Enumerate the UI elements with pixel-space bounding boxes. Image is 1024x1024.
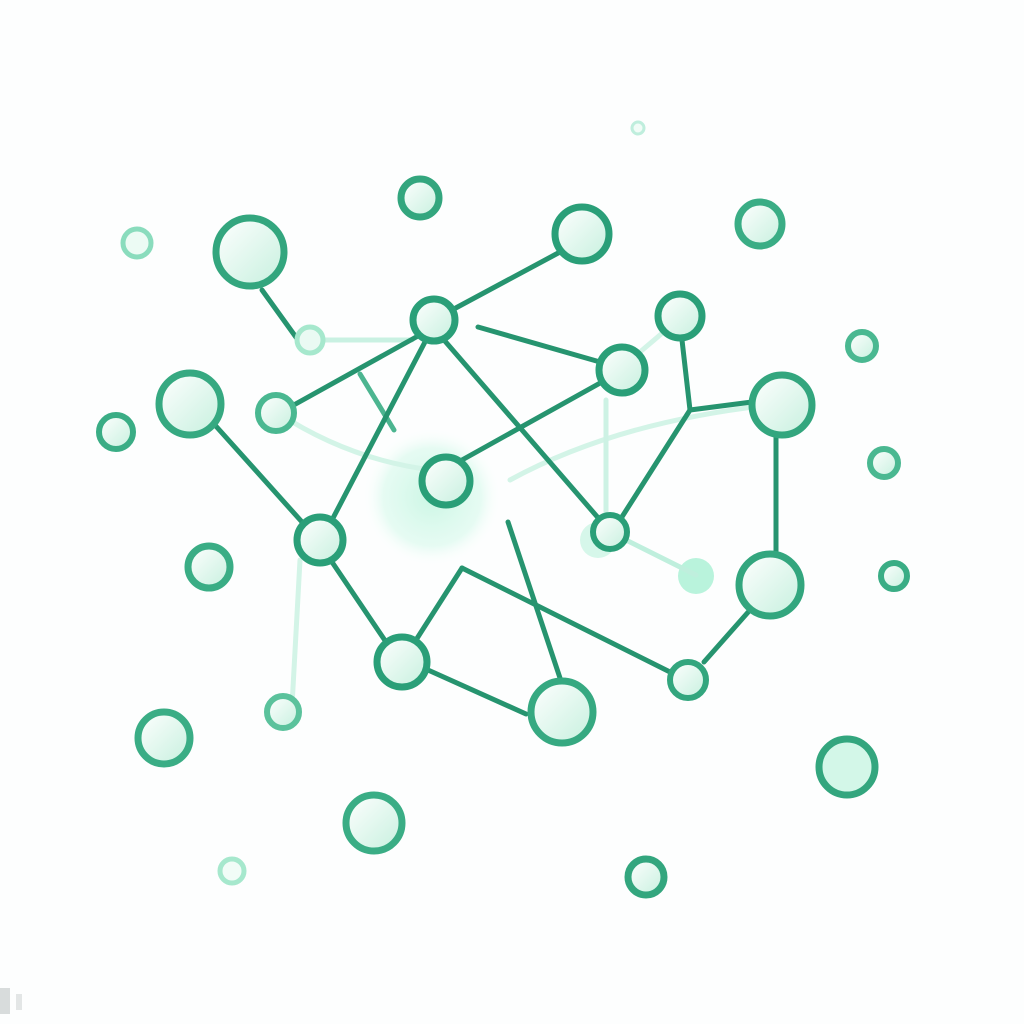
network-node	[294, 324, 326, 356]
edge	[357, 371, 397, 433]
isolated-node	[120, 226, 154, 260]
network-node	[293, 513, 347, 567]
corner-block	[16, 994, 22, 1010]
edge	[679, 337, 693, 413]
network-node	[667, 659, 709, 701]
faint-edges	[275, 315, 783, 709]
isolated-node	[734, 198, 786, 250]
nodes	[96, 120, 910, 899]
isolated-node	[867, 446, 901, 480]
edge	[289, 333, 421, 409]
edge	[617, 407, 693, 523]
isolated-node	[397, 175, 443, 221]
isolated-node	[845, 329, 879, 363]
edge	[425, 667, 529, 717]
isolated-node	[630, 120, 646, 136]
main-edges	[211, 249, 779, 717]
network-node	[527, 677, 597, 747]
edge	[701, 607, 753, 665]
faint-edge	[275, 410, 435, 473]
network-node	[551, 203, 613, 265]
isolated-node	[134, 708, 194, 768]
network-node	[748, 371, 816, 439]
network-node	[373, 633, 431, 691]
isolated-node	[878, 560, 910, 592]
faint-edge	[507, 401, 783, 483]
network-node	[735, 550, 805, 620]
edge	[505, 519, 565, 687]
isolated-node	[624, 855, 668, 899]
network-node	[409, 295, 459, 345]
edge	[687, 399, 755, 413]
isolated-node	[184, 542, 234, 592]
edge	[459, 565, 673, 675]
faint-edge	[289, 557, 303, 709]
network-node	[590, 512, 630, 552]
corner-mark	[0, 988, 22, 1014]
edge	[259, 287, 301, 343]
edge	[329, 337, 429, 523]
network-node	[155, 369, 225, 439]
isolated-node	[96, 412, 136, 452]
network-node	[595, 343, 649, 397]
isolated-node	[342, 791, 406, 855]
edge	[329, 559, 389, 645]
edge	[413, 565, 465, 643]
isolated-node	[217, 856, 247, 886]
network-node	[654, 290, 706, 342]
edge	[459, 379, 605, 463]
network-node	[212, 214, 288, 290]
corner-block	[0, 988, 10, 1014]
network-node	[255, 392, 297, 434]
edge	[441, 337, 603, 523]
edge	[211, 421, 305, 525]
isolated-node	[264, 693, 302, 731]
edge	[449, 249, 563, 313]
isolated-node	[815, 735, 879, 799]
network-node	[418, 453, 474, 509]
edge	[475, 324, 603, 365]
